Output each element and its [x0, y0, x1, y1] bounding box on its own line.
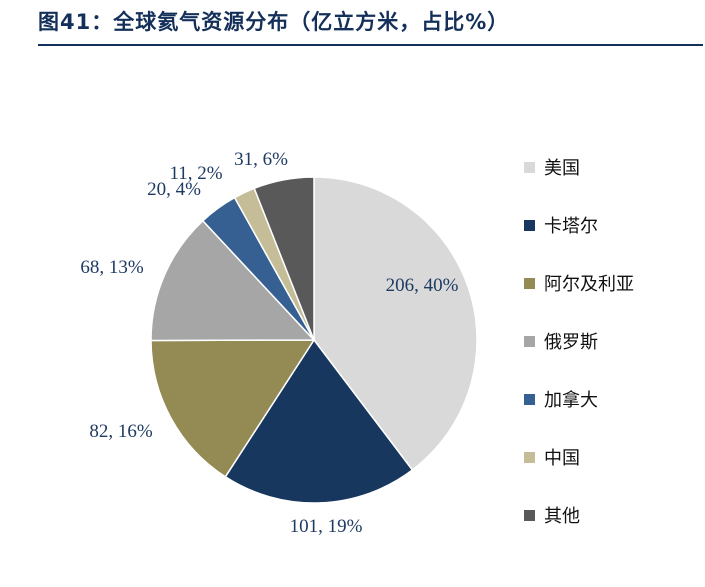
title-underline [38, 44, 703, 46]
chart-title: 图41：全球氦气资源分布（亿立方米，占比%） [38, 10, 510, 34]
legend-swatch-4 [524, 394, 535, 405]
legend-label-0: 美国 [544, 158, 580, 179]
legend-label-2: 阿尔及利亚 [544, 274, 634, 295]
legend-swatch-5 [524, 452, 535, 463]
legend-swatch-3 [524, 336, 535, 347]
data-labels: 206, 40% 101, 19% 82, 16% 68, 13% 20, 4%11, … [80, 149, 458, 537]
pie-slice-0 [313, 176, 478, 472]
legend-swatch-2 [524, 278, 535, 289]
data-label-6: 31, 6% [234, 149, 288, 170]
data-label-0: 206, 40% [386, 275, 459, 296]
legend-label-5: 中国 [544, 448, 580, 469]
data-label-4: 20, 4% [147, 179, 201, 200]
data-label-5: 11, 2% [169, 163, 222, 184]
pie-slice-3 [150, 219, 316, 342]
legend-swatch-6 [524, 510, 535, 521]
legend-label-6: 其他 [544, 506, 580, 527]
pie-slice-2 [150, 339, 316, 478]
pie-slice-6 [253, 176, 315, 341]
data-label-3: 68, 13% [80, 257, 144, 278]
pie-slices [150, 176, 478, 504]
legend-label-4: 加拿大 [544, 389, 598, 411]
legend-swatch-1 [524, 220, 535, 231]
data-label-2: 82, 16% [89, 421, 153, 442]
pie-slice-1 [224, 338, 414, 504]
data-label-1: 101, 19% [290, 516, 363, 537]
legend-label-1: 卡塔尔 [544, 216, 598, 237]
legend-label-3: 俄罗斯 [544, 332, 598, 353]
legend-swatch-0 [524, 162, 535, 173]
